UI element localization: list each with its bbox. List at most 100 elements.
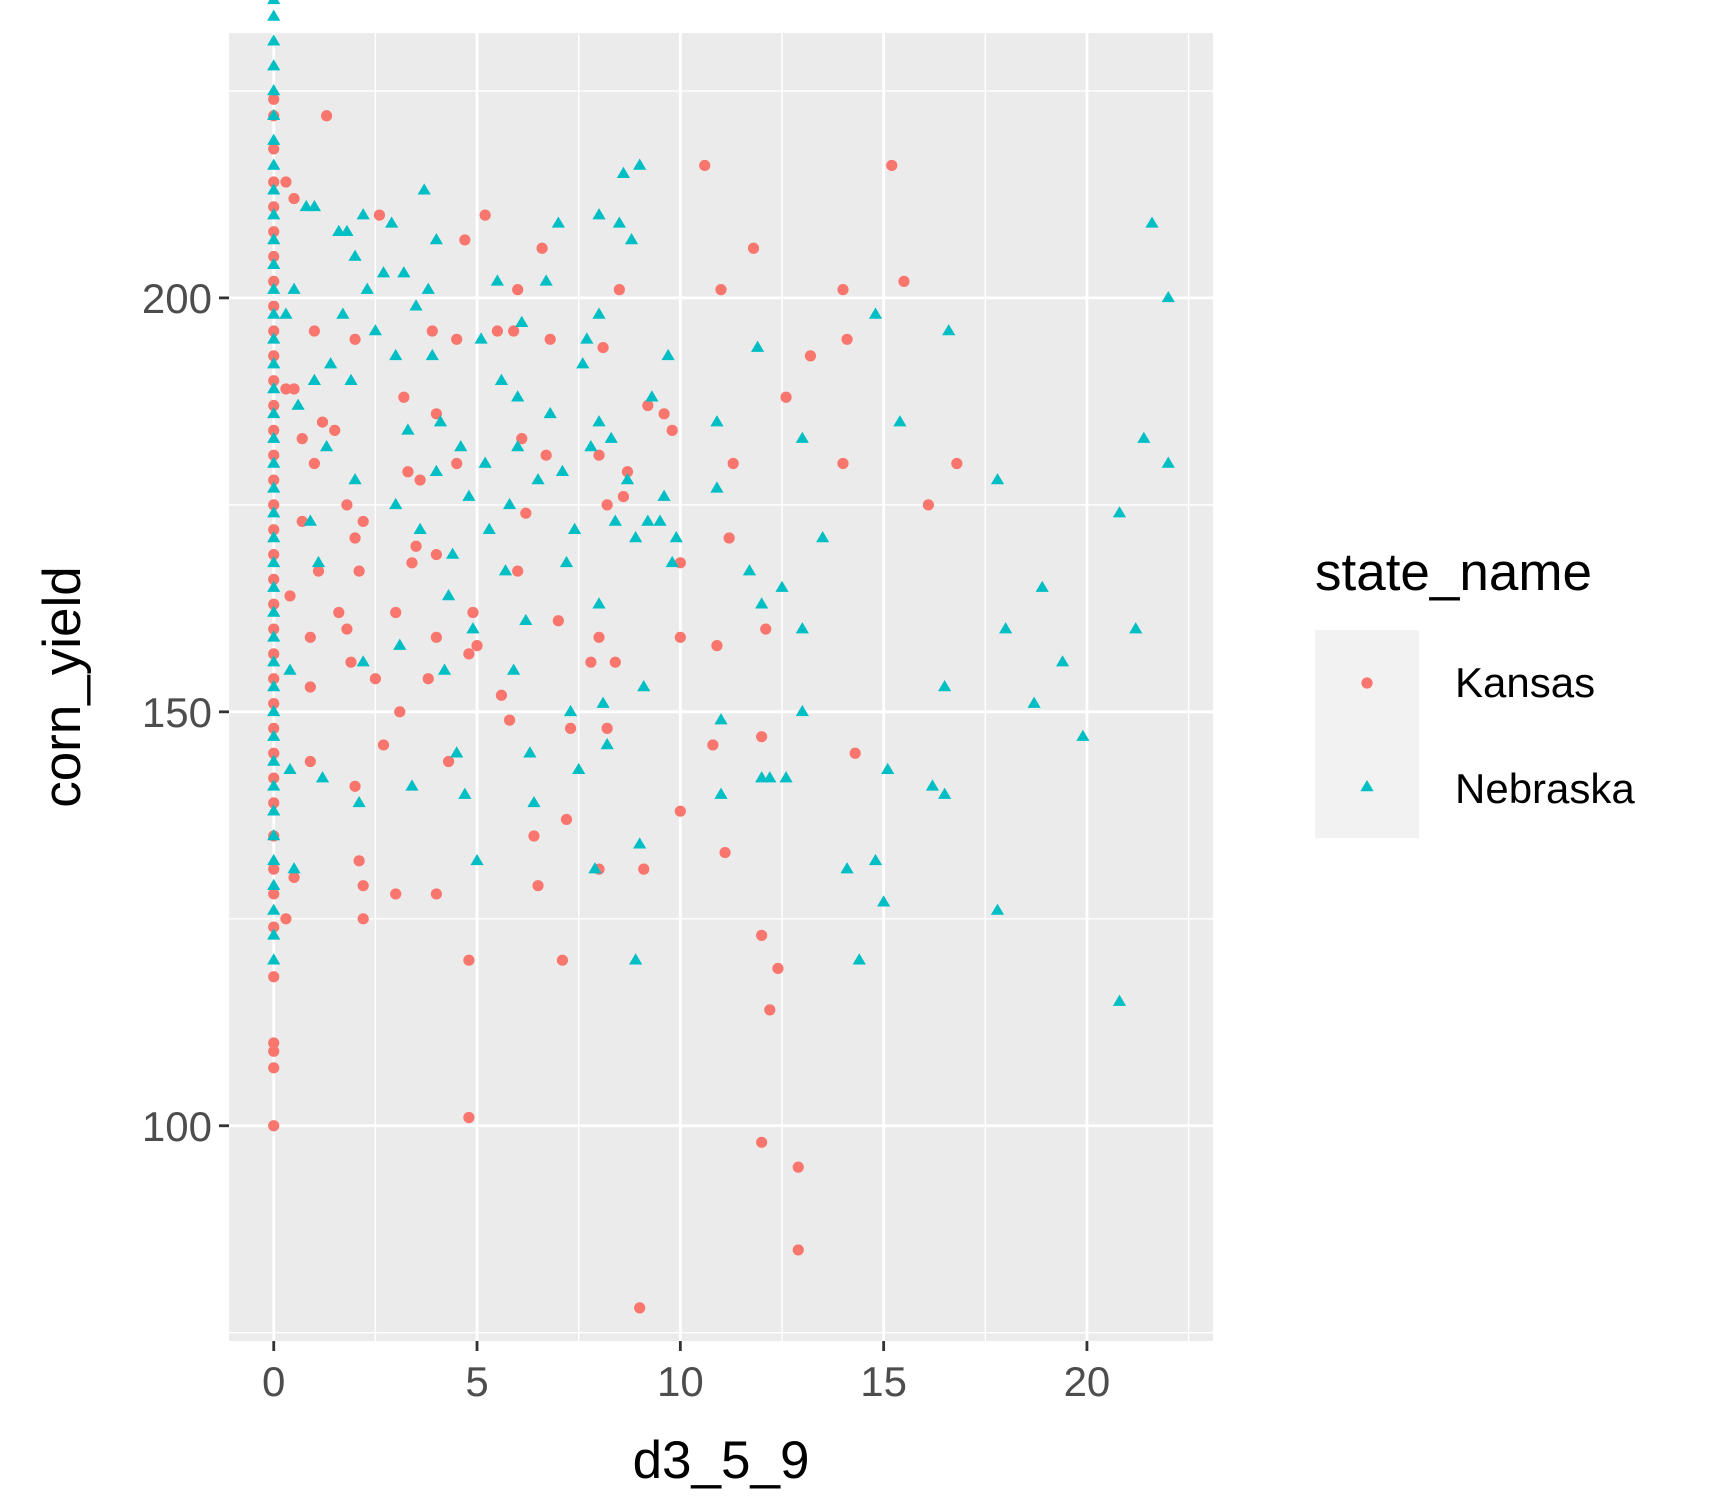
nebraska-point [637, 680, 651, 692]
nebraska-point [267, 506, 281, 518]
nebraska-point [816, 531, 830, 543]
data-points [267, 0, 1175, 1314]
nebraska-point [267, 531, 281, 543]
kansas-point [756, 731, 768, 743]
kansas-point [288, 383, 300, 395]
kansas-point [849, 747, 861, 759]
plot-panel [229, 33, 1213, 1341]
kansas-point [308, 325, 320, 337]
nebraska-point [267, 903, 281, 915]
kansas-point [357, 913, 369, 925]
kansas-point [268, 1062, 280, 1074]
nebraska-point [1145, 216, 1159, 228]
nebraska-point [356, 655, 370, 667]
nebraska-point [267, 332, 281, 344]
nebraska-point [551, 216, 565, 228]
legend-title: state_name [1315, 543, 1592, 602]
kansas-point [503, 714, 516, 726]
kansas-point [564, 722, 577, 734]
nebraska-point [938, 680, 952, 692]
kansas-point [268, 797, 280, 809]
kansas-point [780, 391, 792, 403]
legend-label-kansas: Kansas [1455, 659, 1595, 706]
nebraska-point [1112, 506, 1127, 518]
kansas-point [459, 234, 471, 246]
kansas-point [349, 333, 361, 345]
nebraska-point [267, 307, 281, 319]
y-tick-label: 200 [142, 275, 212, 322]
nebraska-point [267, 580, 281, 592]
kansas-point [674, 631, 686, 643]
x-axis-tick-labels: 0 5 10 15 20 [262, 1358, 1110, 1405]
kansas-point [585, 656, 597, 668]
nebraska-point [714, 787, 728, 799]
kansas-point [556, 954, 569, 966]
nebraska-point [425, 348, 439, 361]
kansas-point [349, 780, 361, 792]
nebraska-point [592, 597, 606, 609]
nebraska-point [267, 953, 281, 965]
kansas-point [463, 1111, 475, 1124]
kansas-point [394, 706, 406, 718]
kansas-point [304, 681, 316, 693]
nebraska-point [592, 415, 606, 427]
nebraska-point [450, 746, 464, 758]
kansas-point [280, 176, 292, 188]
kansas-point [268, 1045, 280, 1057]
kansas-point [601, 722, 613, 734]
kansas-point [707, 739, 719, 751]
kansas-point [333, 606, 345, 619]
nebraska-point [446, 547, 460, 559]
legend-key-nebraska [1360, 780, 1374, 792]
nebraska-point [990, 903, 1005, 915]
nebraska-point [267, 0, 281, 5]
kansas-point [516, 433, 528, 445]
nebraska-point [307, 373, 321, 385]
y-tick-label: 150 [142, 689, 212, 736]
kansas-point [719, 846, 731, 859]
kansas-point [268, 623, 280, 635]
kansas-point [764, 1004, 776, 1016]
kansas-point [922, 499, 934, 511]
kansas-point [760, 623, 772, 635]
nebraska-point [283, 663, 297, 675]
kansas-point [491, 325, 503, 337]
nebraska-point [311, 555, 326, 568]
kansas-point [280, 913, 292, 925]
nebraska-point [376, 266, 391, 278]
kansas-point [308, 457, 320, 470]
nebraska-point [868, 853, 883, 866]
nebraska-point [592, 208, 606, 220]
nebraska-point [852, 953, 866, 965]
kansas-point [268, 399, 280, 412]
nebraska-point [633, 158, 647, 170]
nebraska-point [1055, 655, 1070, 667]
nebraska-point [267, 680, 281, 692]
kansas-point [430, 631, 442, 643]
kansas-point [268, 524, 280, 536]
nebraska-point [563, 704, 578, 717]
x-tick-label: 15 [860, 1358, 907, 1405]
nebraska-point [267, 282, 281, 294]
nebraska-point [319, 439, 334, 452]
nebraska-point [352, 795, 366, 808]
kansas-point [723, 532, 735, 544]
nebraska-point [742, 564, 757, 576]
kansas-point [451, 457, 463, 470]
kansas-point [390, 888, 402, 900]
nebraska-point [466, 622, 480, 634]
kansas-point [898, 275, 910, 287]
nebraska-point [990, 473, 1005, 485]
nebraska-point [385, 216, 399, 228]
kansas-point [552, 615, 564, 627]
nebraska-point [267, 829, 281, 841]
nebraska-point [710, 481, 724, 493]
nebraska-point [478, 456, 492, 468]
nebraska-point [633, 837, 647, 849]
nebraska-point [437, 663, 452, 675]
kansas-point [268, 226, 280, 238]
nebraska-point [336, 307, 350, 319]
kansas-point [658, 408, 670, 420]
nebraska-point [267, 133, 281, 145]
kansas-point [715, 284, 727, 296]
